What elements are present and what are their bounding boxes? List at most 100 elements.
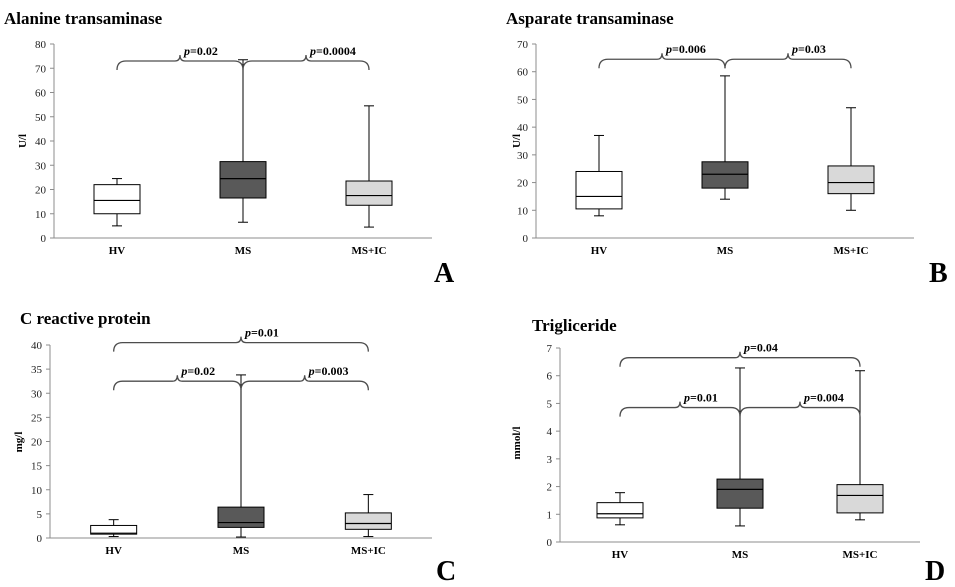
x-category-label: MS	[732, 549, 749, 561]
y-tick-label: 5	[37, 509, 43, 521]
panel-b-letter: B	[929, 258, 948, 289]
panel-b-title: Asparate transaminase	[506, 9, 674, 28]
y-tick-label: 3	[547, 454, 553, 466]
box-plot-hv	[93, 178, 141, 227]
x-category-label: MS+IC	[351, 545, 386, 557]
y-tick-label: 5	[547, 398, 553, 410]
x-category-label: HV	[105, 545, 122, 557]
comparison-brace	[619, 351, 861, 367]
iqr-box	[716, 478, 764, 509]
iqr-box	[217, 506, 265, 528]
y-tick-label: 35	[31, 364, 43, 376]
box-plot-ms	[701, 75, 749, 200]
iqr-box	[575, 170, 623, 210]
p-symbol: p	[683, 391, 690, 405]
p-value-label: p=0.01	[683, 391, 718, 405]
iqr-box	[219, 161, 267, 199]
y-tick-label: 0	[523, 233, 529, 245]
y-tick-label: 80	[35, 39, 47, 51]
comparison-brace	[113, 336, 369, 352]
y-tick-label: 1	[547, 509, 553, 521]
box-plot-ms-ic	[836, 370, 884, 521]
y-tick-label: 20	[35, 185, 47, 197]
panel-a: Alanine transaminase A U/l 0 10 20 30 40 50 60…	[4, 9, 455, 289]
panel-b-ylabel: U/l	[511, 134, 523, 148]
p-value: =0.02	[187, 364, 215, 378]
x-category-label: MS+IC	[834, 245, 869, 257]
iqr-box	[836, 484, 884, 514]
y-tick-label: 10	[517, 205, 529, 217]
p-value-label: p=0.004	[803, 391, 844, 405]
y-tick-label: 30	[517, 150, 529, 162]
p-symbol: p	[244, 326, 251, 340]
p-value: =0.03	[798, 42, 826, 56]
box-plot-hv	[90, 519, 138, 538]
comparison-brace	[619, 401, 741, 417]
y-tick-label: 30	[31, 388, 43, 400]
y-tick-label: 20	[517, 178, 529, 190]
box-plot-ms	[217, 374, 265, 538]
y-tick-label: 25	[31, 412, 43, 424]
box-plot-hv	[575, 134, 623, 217]
x-category-label: MS	[233, 545, 250, 557]
panel-c-ylabel: mg/l	[13, 432, 25, 453]
p-value-label: p=0.01	[244, 326, 279, 340]
panel-d-ylabel: mmol/l	[511, 427, 523, 460]
y-tick-label: 70	[35, 63, 47, 75]
panel-c-title: C reactive protein	[20, 309, 151, 328]
x-category-label: HV	[612, 549, 629, 561]
iqr-box	[344, 512, 392, 530]
comparison-brace	[739, 401, 861, 417]
p-symbol: p	[743, 341, 750, 355]
y-tick-label: 60	[517, 67, 529, 79]
x-category-label: HV	[591, 245, 608, 257]
y-tick-label: 15	[31, 461, 43, 473]
p-value: =0.006	[672, 42, 706, 56]
panel-a-ylabel: U/l	[17, 134, 29, 148]
x-category-label: MS+IC	[843, 549, 878, 561]
p-value-label: p=0.04	[743, 341, 778, 355]
p-symbol: p	[803, 391, 810, 405]
p-value-label: p=0.02	[180, 364, 215, 378]
panel-a-title: Alanine transaminase	[4, 9, 163, 28]
x-category-label: MS	[717, 245, 734, 257]
y-tick-label: 7	[547, 343, 553, 355]
p-symbol: p	[180, 364, 187, 378]
p-symbol: p	[308, 364, 315, 378]
panel-c: C reactive protein C mg/l 0 5 10 15 20 25 30 35…	[13, 309, 456, 587]
comparison-brace	[598, 53, 726, 69]
y-tick-label: 6	[547, 371, 553, 383]
iqr-box	[701, 161, 749, 189]
y-tick-label: 2	[547, 482, 553, 494]
box-plot-hv	[596, 492, 644, 526]
p-value: =0.004	[810, 391, 844, 405]
y-tick-label: 0	[41, 233, 47, 245]
box-plot-ms-ic	[345, 105, 393, 228]
panel-d-letter: D	[925, 556, 945, 587]
iqr-box	[93, 184, 141, 215]
panel-d: Trigliceride D mmol/l 0 1 2 3 4 5 6 7 HV MS MS+IC p…	[511, 316, 945, 587]
p-value: =0.0004	[316, 44, 356, 58]
y-tick-label: 60	[35, 88, 47, 100]
y-tick-label: 0	[547, 537, 553, 549]
p-value-label: p=0.03	[791, 42, 826, 56]
p-value: =0.01	[251, 326, 279, 340]
y-tick-label: 40	[31, 340, 43, 352]
p-symbol: p	[183, 44, 190, 58]
iqr-box	[827, 165, 875, 195]
panel-d-title: Trigliceride	[532, 316, 617, 335]
box-plot-ms	[219, 59, 267, 223]
p-symbol: p	[665, 42, 672, 56]
p-value-label: p=0.006	[665, 42, 706, 56]
panel-b: Asparate transaminase B U/l 0 10 20 30 40 50 6…	[506, 9, 948, 289]
iqr-box	[90, 524, 138, 535]
x-category-label: MS	[235, 245, 252, 257]
y-tick-label: 20	[31, 437, 43, 449]
y-tick-label: 0	[37, 533, 43, 545]
y-tick-label: 30	[35, 160, 47, 172]
p-value: =0.04	[750, 341, 778, 355]
